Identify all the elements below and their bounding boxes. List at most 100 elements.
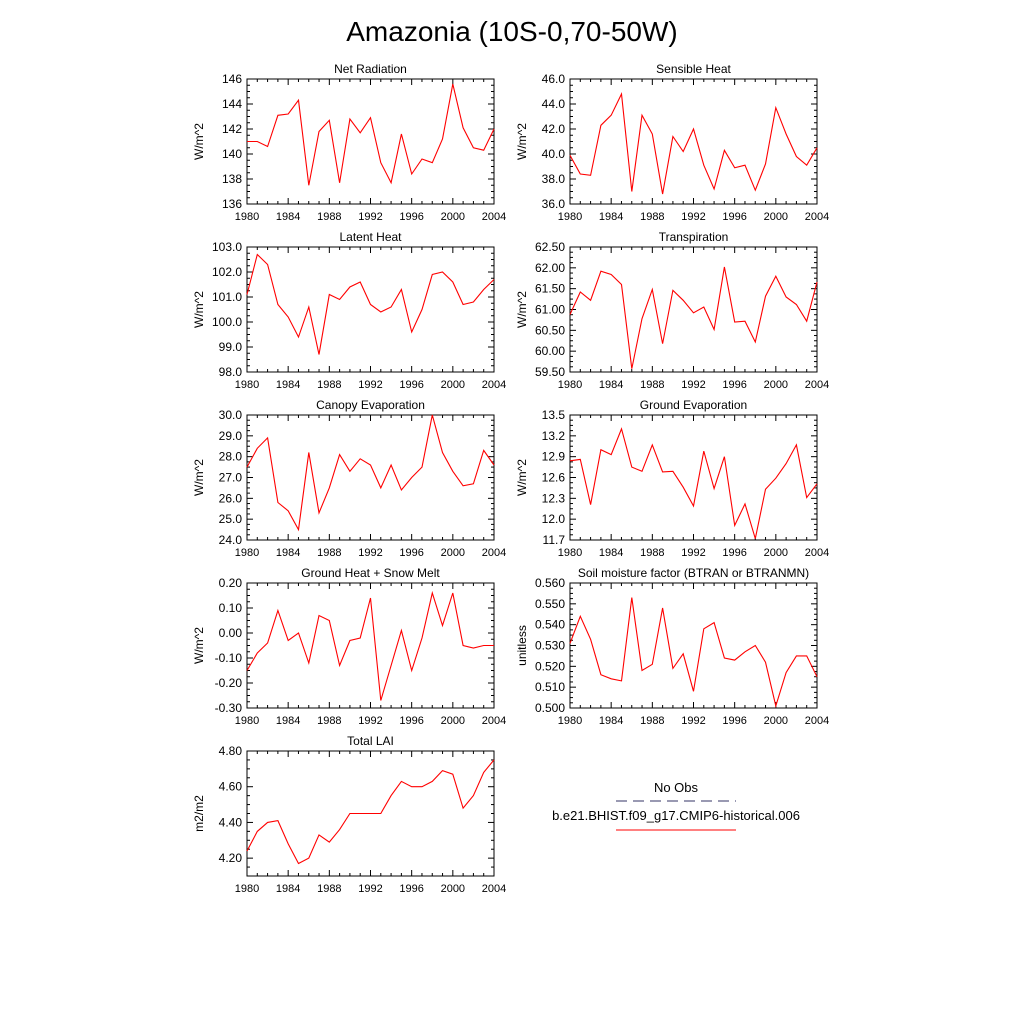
y-axis-label: W/m^2 (515, 123, 529, 160)
x-tick-label: 2004 (482, 379, 506, 391)
x-tick-label: 2000 (441, 379, 465, 391)
x-tick-label: 1980 (558, 211, 582, 223)
y-tick-label: 60.00 (535, 344, 565, 358)
panel-title: Net Radiation (334, 62, 407, 76)
panel-7: Ground Heat + Snow Melt 1980 1984 1988 1992 1… (192, 566, 506, 727)
panel-title: Total LAI (347, 734, 394, 748)
x-tick-label: 2004 (805, 547, 829, 559)
series-line (246, 590, 494, 701)
x-tick-label: 2004 (805, 211, 829, 223)
x-tick-label: 1984 (599, 547, 623, 559)
x-tick-label: 1992 (358, 379, 382, 391)
panel-title: Soil moisture factor (BTRAN or BTRANMN) (578, 566, 809, 580)
x-tick-label: 1984 (599, 211, 623, 223)
panel-title: Transpiration (659, 230, 729, 244)
plot-frame (246, 78, 495, 205)
legend-label-model: b.e21.BHIST.f09_g17.CMIP6-historical.006 (552, 808, 800, 823)
y-axis-label: unitless (515, 625, 529, 666)
series-line (246, 414, 495, 532)
series-line (247, 83, 495, 186)
x-tick-label: 1992 (681, 379, 705, 391)
y-tick-label: 40.0 (542, 147, 566, 161)
plot-frame (569, 78, 818, 205)
y-tick-label: 62.50 (535, 240, 565, 254)
x-tick-label: 1988 (317, 211, 341, 223)
x-tick-label: 1988 (317, 379, 341, 391)
series-line (569, 597, 818, 708)
series-line (246, 253, 495, 355)
y-axis-label: W/m^2 (192, 123, 206, 160)
y-tick-label: 0.540 (535, 618, 565, 632)
x-tick-label: 1992 (358, 883, 382, 895)
y-tick-label: 13.5 (542, 408, 566, 422)
x-tick-label: 1996 (722, 547, 746, 559)
y-tick-label: 44.0 (542, 97, 566, 111)
x-tick-label: 1984 (276, 547, 300, 559)
x-tick-label: 1984 (276, 883, 300, 895)
panel-8: Soil moisture factor (BTRAN or BTRANMN) 1… (515, 566, 829, 727)
y-tick-label: 140 (222, 147, 242, 161)
y-tick-label: 46.0 (542, 72, 566, 86)
legend-label-no-obs: No Obs (654, 780, 699, 795)
y-tick-label: 61.00 (535, 303, 565, 317)
x-tick-label: 1980 (235, 547, 259, 559)
x-tick-label: 1984 (276, 715, 300, 727)
x-tick-label: 2000 (764, 211, 788, 223)
x-tick-label: 2000 (764, 547, 788, 559)
x-tick-label: 1988 (640, 547, 664, 559)
y-tick-label: 0.500 (535, 701, 565, 715)
y-tick-label: 11.7 (543, 533, 566, 547)
y-tick-label: 136 (222, 197, 242, 211)
series-line (569, 266, 818, 369)
y-tick-label: 0.560 (535, 576, 565, 590)
x-tick-label: 1992 (681, 547, 705, 559)
y-tick-label: 4.80 (219, 744, 243, 758)
y-tick-label: 29.0 (219, 429, 243, 443)
y-tick-label: 142 (222, 122, 242, 136)
x-tick-label: 2004 (482, 211, 506, 223)
y-tick-label: 0.530 (535, 639, 565, 653)
x-tick-label: 1980 (235, 211, 259, 223)
y-tick-label: 98.0 (219, 365, 243, 379)
x-tick-label: 2004 (482, 883, 506, 895)
x-tick-label: 2000 (764, 379, 788, 391)
y-tick-label: 0.20 (219, 576, 243, 590)
y-tick-label: 138 (222, 172, 242, 186)
y-axis-label: W/m^2 (192, 459, 206, 496)
x-tick-label: 2004 (805, 715, 829, 727)
y-tick-label: 30.0 (219, 408, 243, 422)
x-tick-label: 1980 (558, 715, 582, 727)
x-tick-label: 1996 (722, 379, 746, 391)
y-tick-label: 38.0 (542, 172, 566, 186)
panel-9: Total LAI 1980 1984 1988 1992 1996 2000 2004 4.2… (192, 734, 506, 895)
x-tick-label: 1988 (640, 715, 664, 727)
x-tick-label: 1988 (317, 883, 341, 895)
panel-title: Ground Heat + Snow Melt (301, 566, 440, 580)
y-tick-label: 0.10 (219, 601, 243, 615)
plot-frame (246, 246, 495, 373)
x-tick-label: 1980 (558, 547, 582, 559)
x-tick-label: 1992 (358, 547, 382, 559)
y-tick-label: 146 (222, 72, 242, 86)
x-tick-label: 2000 (764, 715, 788, 727)
x-tick-label: 1984 (276, 211, 300, 223)
y-tick-label: 12.0 (542, 512, 566, 526)
x-tick-label: 1980 (558, 379, 582, 391)
figure-title: Amazonia (10S-0,70-50W) (346, 16, 677, 47)
y-tick-label: 12.3 (542, 491, 566, 505)
y-tick-label: 4.20 (219, 851, 243, 865)
x-tick-label: 1988 (317, 547, 341, 559)
y-tick-label: 25.0 (219, 512, 243, 526)
x-tick-label: 1996 (399, 379, 423, 391)
y-axis-label: W/m^2 (192, 291, 206, 328)
panel-title: Ground Evaporation (640, 398, 747, 412)
panel-title: Canopy Evaporation (316, 398, 425, 412)
x-tick-label: 1984 (276, 379, 300, 391)
y-axis-label: W/m^2 (192, 627, 206, 664)
y-tick-label: -0.30 (215, 701, 243, 715)
y-tick-label: 101.0 (212, 290, 242, 304)
y-tick-label: -0.20 (215, 676, 243, 690)
y-axis-label: W/m^2 (515, 459, 529, 496)
y-tick-label: 0.550 (535, 597, 565, 611)
